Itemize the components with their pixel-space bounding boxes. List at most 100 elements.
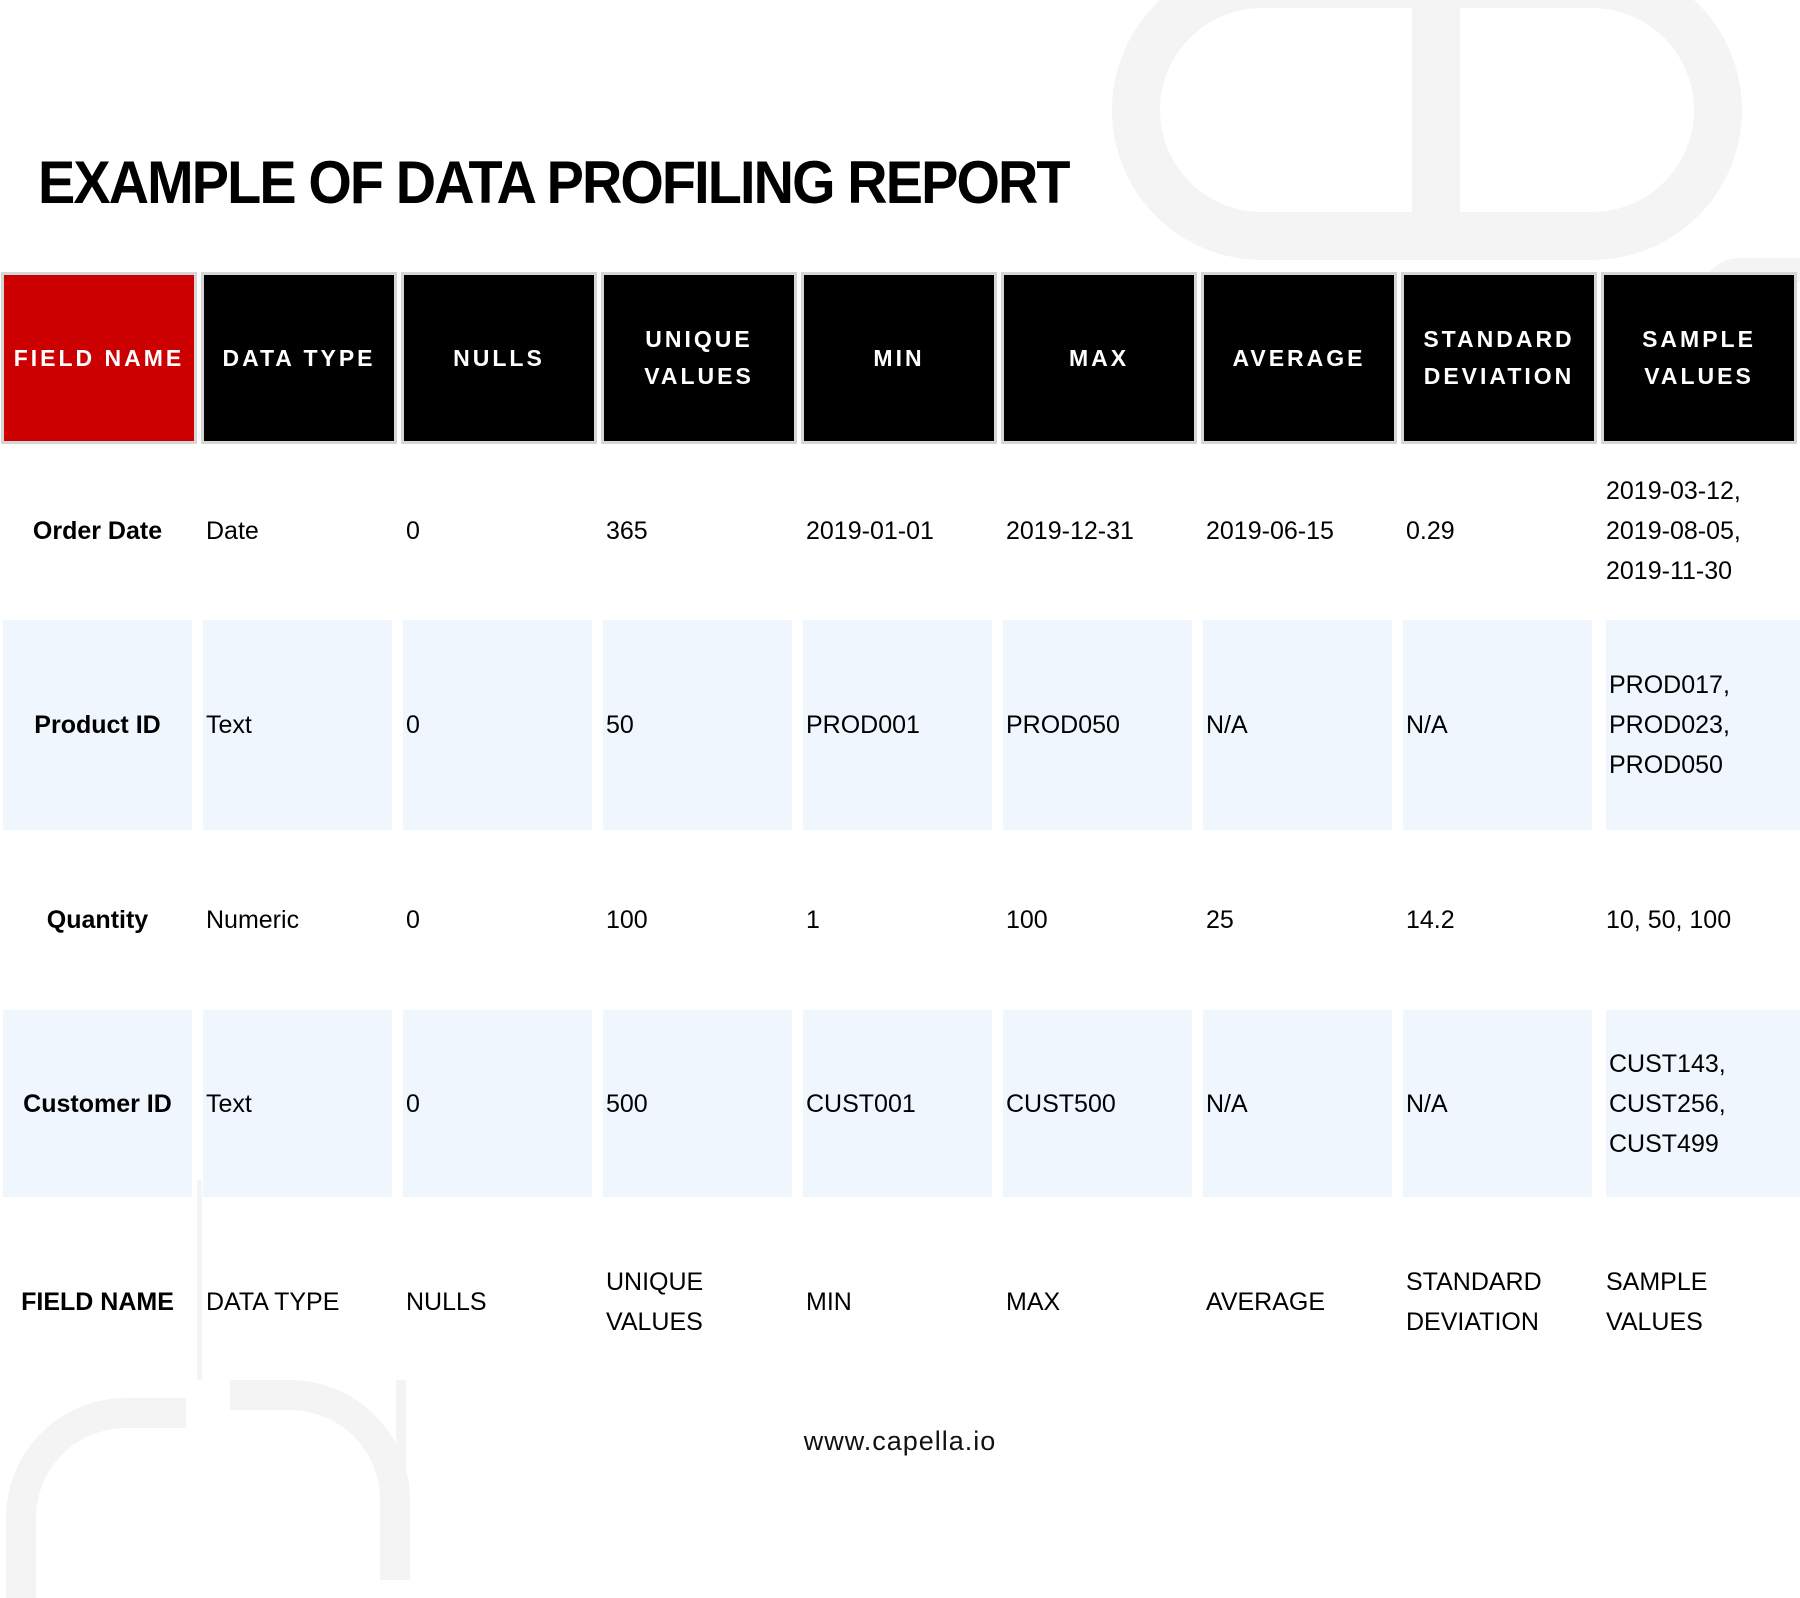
max-cell: 100 <box>1003 830 1192 1010</box>
unique-values-cell: 100 <box>603 830 792 1010</box>
decorative-logo-shape <box>230 1380 410 1580</box>
sample-values-cell: CUST143, CUST256, CUST499 <box>1606 1010 1800 1197</box>
min-cell: CUST001 <box>803 1010 992 1197</box>
cell-text: 2019-01-01 <box>806 517 934 545</box>
decorative-logo-shape <box>1112 0 1432 260</box>
cell-text: UNIQUE VALUES <box>606 1268 704 1336</box>
unique-values-cell: 365 <box>603 440 792 622</box>
sample-values-cell: 2019-03-12, 2019-08-05, 2019-11-30 <box>1603 440 1792 622</box>
header-cell-max: MAX <box>1001 272 1197 444</box>
sample-values-cell: SAMPLE VALUES <box>1603 1212 1792 1392</box>
decorative-logo-shape <box>1412 0 1742 260</box>
cell-text: AVERAGE <box>1206 1288 1326 1316</box>
cell-text: 0 <box>406 1089 420 1118</box>
header-cell-sample-values: SAMPLE VALUES <box>1601 272 1797 444</box>
header-label: FIELD NAME <box>13 344 185 371</box>
average-cell: N/A <box>1203 1010 1392 1197</box>
header-label: NULLS <box>453 344 545 371</box>
field-name-cell: Customer ID <box>3 1010 192 1197</box>
cell-text: Numeric <box>206 906 300 934</box>
cell-text: 2019-12-31 <box>1006 517 1134 545</box>
cell-text: N/A <box>1406 711 1448 739</box>
header-label: STANDARD DEVIATION <box>1423 326 1575 389</box>
nulls-cell: 0 <box>403 440 592 622</box>
cell-text: 50 <box>606 711 634 739</box>
cell-text: 2019-03-12, 2019-08-05, 2019-11-30 <box>1606 477 1741 585</box>
table-row: Customer ID Text 0 500 CUST001 CUST500 N… <box>0 1010 1800 1197</box>
cell-text: Order Date <box>32 517 163 545</box>
cell-text: 0 <box>406 517 420 545</box>
header-label: UNIQUE VALUES <box>644 326 754 389</box>
unique-values-cell: UNIQUE VALUES <box>603 1212 792 1392</box>
average-cell: AVERAGE <box>1203 1212 1392 1392</box>
nulls-cell: 0 <box>403 1010 592 1197</box>
min-cell: PROD001 <box>803 620 992 830</box>
cell-text: Text <box>206 711 252 739</box>
average-cell: 25 <box>1203 830 1392 1010</box>
header-label: DATA TYPE <box>222 344 376 371</box>
data-type-cell: Text <box>203 620 392 830</box>
cell-text: NULLS <box>406 1288 487 1316</box>
header-label: AVERAGE <box>1232 344 1366 371</box>
std-dev-cell: N/A <box>1403 620 1592 830</box>
cell-text: FIELD NAME <box>21 1288 174 1316</box>
cell-text: PROD050 <box>1006 711 1120 739</box>
average-cell: N/A <box>1203 620 1392 830</box>
header-cell-nulls: NULLS <box>401 272 597 444</box>
cell-text: N/A <box>1206 711 1248 739</box>
data-type-cell: DATA TYPE <box>203 1212 392 1392</box>
cell-text: 365 <box>606 517 648 545</box>
field-name-cell: Product ID <box>3 620 192 830</box>
nulls-cell: 0 <box>403 620 592 830</box>
header-cell-standard-deviation: STANDARD DEVIATION <box>1401 272 1597 444</box>
cell-text: Product ID <box>34 711 161 739</box>
average-cell: 2019-06-15 <box>1203 440 1392 622</box>
cell-text: 0 <box>406 711 420 739</box>
std-dev-cell: 14.2 <box>1403 830 1592 1010</box>
min-cell: MIN <box>803 1212 992 1392</box>
std-dev-cell: N/A <box>1403 1010 1592 1197</box>
std-dev-cell: 0.29 <box>1403 440 1592 622</box>
cell-text: Date <box>206 517 259 545</box>
field-name-cell: Order Date <box>3 440 192 622</box>
cell-text: Text <box>206 1089 252 1118</box>
header-label: MIN <box>873 344 925 371</box>
data-type-cell: Text <box>203 1010 392 1197</box>
decorative-line <box>197 1180 202 1380</box>
max-cell: PROD050 <box>1003 620 1192 830</box>
std-dev-cell: STANDARD DEVIATION <box>1403 1212 1592 1392</box>
cell-text: N/A <box>1406 1089 1448 1118</box>
cell-text: 10, 50, 100 <box>1606 906 1732 934</box>
cell-text: 1 <box>806 906 820 934</box>
nulls-cell: 0 <box>403 830 592 1010</box>
cell-text: CUST143, CUST256, CUST499 <box>1609 1049 1726 1158</box>
unique-values-cell: 500 <box>603 1010 792 1197</box>
field-name-cell: FIELD NAME <box>3 1212 192 1392</box>
table-header-row: FIELD NAME DATA TYPE NULLS UNIQUE VALUES… <box>0 272 1800 444</box>
cell-text: 100 <box>606 906 648 934</box>
cell-text: PROD001 <box>806 711 920 739</box>
cell-text: 14.2 <box>1406 906 1455 934</box>
cell-text: 0.29 <box>1406 517 1455 545</box>
cell-text: STANDARD DEVIATION <box>1406 1268 1542 1336</box>
website-link[interactable]: www.capella.io <box>803 1426 997 1456</box>
header-label: MAX <box>1068 344 1130 371</box>
sample-values-cell: PROD017, PROD023, PROD050 <box>1606 620 1800 830</box>
sample-values-cell: 10, 50, 100 <box>1603 830 1792 1010</box>
header-cell-unique-values: UNIQUE VALUES <box>601 272 797 444</box>
cell-text: 100 <box>1006 906 1048 934</box>
max-cell: CUST500 <box>1003 1010 1192 1197</box>
cell-text: CUST001 <box>806 1089 916 1118</box>
field-name-cell: Quantity <box>3 830 192 1010</box>
unique-values-cell: 50 <box>603 620 792 830</box>
header-cell-data-type: DATA TYPE <box>201 272 397 444</box>
max-cell: MAX <box>1003 1212 1192 1392</box>
cell-text: CUST500 <box>1006 1089 1116 1118</box>
cell-text: Quantity <box>46 906 149 934</box>
min-cell: 1 <box>803 830 992 1010</box>
cell-text: MIN <box>806 1288 852 1316</box>
cell-text: MAX <box>1006 1288 1061 1316</box>
cell-text: SAMPLE VALUES <box>1606 1268 1708 1336</box>
cell-text: DATA TYPE <box>206 1288 340 1316</box>
cell-text: 500 <box>606 1089 648 1118</box>
